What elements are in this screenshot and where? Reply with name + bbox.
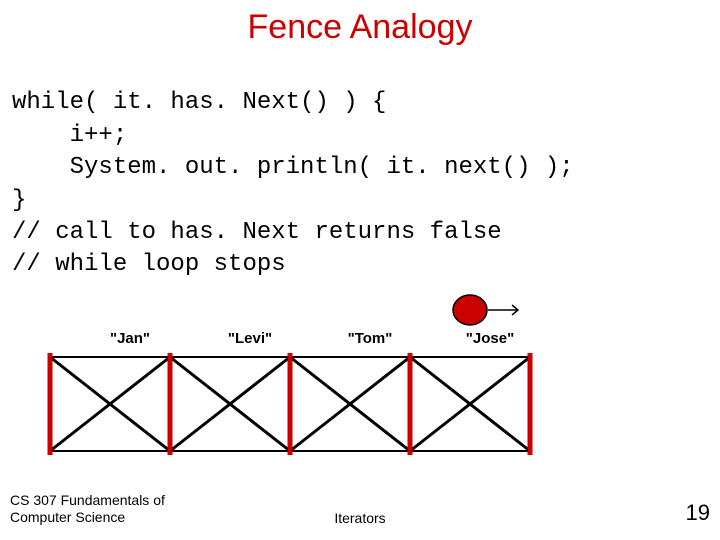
code-line: // while loop stops xyxy=(12,251,286,278)
fence-labels: "Jan" "Levi" "Tom" "Jose" xyxy=(30,330,590,347)
code-line: // call to has. Next returns false xyxy=(12,219,502,246)
slide-title: Fence Analogy xyxy=(0,0,720,47)
fence-diagram: "Jan" "Levi" "Tom" "Jose" xyxy=(30,330,590,466)
fence-label: "Jose" xyxy=(430,330,550,347)
fence-label: "Levi" xyxy=(190,330,310,347)
code-block: while( it. has. Next() ) { i++; System. … xyxy=(0,47,720,282)
code-line: System. out. println( it. next() ); xyxy=(12,154,574,181)
fence-label: "Tom" xyxy=(310,330,430,347)
code-line: i++; xyxy=(12,122,127,149)
footer-page-number: 19 xyxy=(686,500,710,526)
code-line: while( it. has. Next() ) { xyxy=(12,89,386,116)
iterator-ball xyxy=(450,290,530,335)
footer-topic: Iterators xyxy=(10,510,710,526)
fence-label: "Jan" xyxy=(70,330,190,347)
code-line: } xyxy=(12,187,26,214)
fence-svg xyxy=(30,351,570,461)
